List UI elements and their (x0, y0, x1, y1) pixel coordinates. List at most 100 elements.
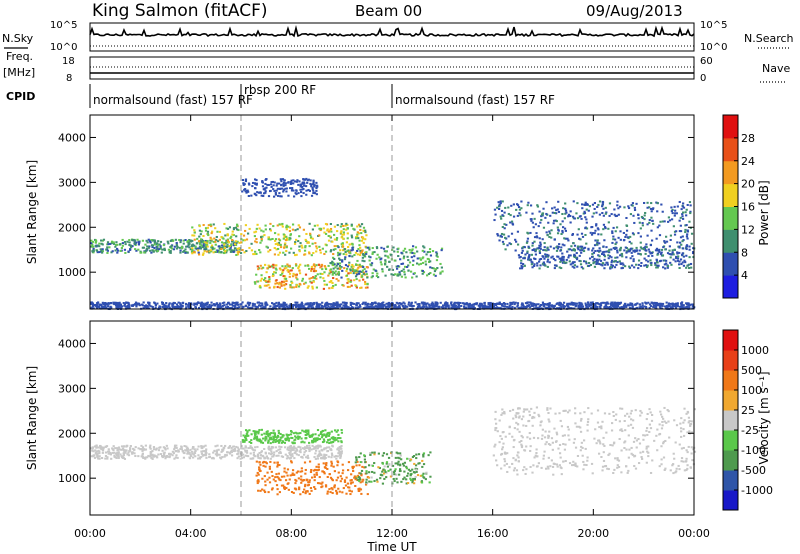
velocity-cell (194, 455, 197, 458)
power-cell (305, 232, 308, 235)
power-cell (178, 238, 181, 241)
power-cell (188, 242, 191, 245)
velocity-cell (403, 476, 406, 479)
power-cell (115, 241, 118, 244)
power-cell (602, 262, 605, 265)
power-cell (293, 304, 296, 307)
power-cell (336, 224, 339, 227)
power-cell (248, 246, 251, 249)
power-cell (284, 277, 287, 280)
velocity-cell (247, 447, 250, 450)
velocity-cell (258, 468, 261, 471)
power-cell (655, 247, 659, 250)
power-cell (557, 228, 560, 231)
power-cell (225, 303, 228, 306)
power-cell (331, 260, 334, 263)
power-cell (257, 268, 260, 271)
power-cell (649, 252, 652, 255)
power-cell (97, 301, 100, 304)
power-cell (605, 250, 608, 253)
velocity-cell (303, 453, 306, 456)
power-cell (371, 272, 374, 275)
power-cell (656, 264, 659, 267)
power-cell (529, 258, 532, 261)
power-cell (92, 251, 95, 254)
power-cell (369, 303, 372, 306)
power-cell (215, 302, 218, 305)
power-cell (363, 273, 367, 276)
power-cell (271, 237, 274, 240)
velocity-cell (236, 457, 239, 460)
power-cell (678, 260, 681, 263)
power-cell (98, 245, 101, 248)
power-cell (254, 282, 257, 285)
power-cell (561, 229, 564, 232)
freq-label: Freq. (6, 50, 33, 63)
power-cell (353, 279, 356, 282)
power-cell (354, 251, 358, 254)
power-cell (667, 304, 670, 307)
power-cell (388, 302, 391, 305)
power-cell (633, 206, 636, 209)
power-cell (213, 247, 216, 250)
power-cell (624, 246, 627, 249)
power-cell (268, 286, 271, 289)
velocity-cell (222, 448, 225, 451)
power-cell (501, 200, 504, 203)
power-cell (564, 202, 567, 205)
velocity-cell (306, 478, 309, 481)
power-cell (368, 248, 371, 251)
power-cell (303, 282, 306, 285)
power-cell (529, 218, 532, 221)
power-cell (560, 259, 563, 262)
power-cell (670, 206, 673, 209)
power-cell (351, 246, 354, 249)
power-cell (455, 301, 458, 304)
power-cell (643, 264, 646, 267)
power-cell (148, 240, 152, 243)
power-cell (354, 284, 357, 287)
power-cell (395, 306, 398, 309)
power-cell (611, 232, 614, 235)
power-cell (547, 306, 551, 309)
power-cell (578, 254, 581, 257)
power-cell (362, 241, 365, 244)
power-cell (530, 253, 533, 256)
power-cell (324, 268, 328, 271)
power-cell (527, 256, 531, 259)
velocity-cell (389, 468, 392, 471)
power-cell (292, 182, 295, 185)
velocity-cell (305, 456, 308, 459)
power-cell (440, 247, 444, 250)
power-cell (409, 251, 412, 254)
power-cell (488, 306, 491, 309)
power-cell (538, 250, 541, 253)
velocity-cell (397, 456, 400, 459)
velocity-cell (115, 454, 119, 457)
power-cell (435, 252, 439, 255)
velocity-cell (286, 468, 290, 471)
power-cell (530, 263, 533, 266)
power-cell (393, 305, 396, 308)
power-cell (346, 278, 349, 281)
velocity-cell (293, 451, 296, 454)
power-cell (356, 225, 359, 228)
power-cell (583, 212, 587, 215)
power-cell (539, 305, 542, 308)
velocity-cell (295, 479, 298, 482)
velocity-cell (279, 448, 282, 451)
power-cell (235, 240, 238, 243)
power-cell (112, 302, 115, 305)
power-cell (144, 305, 147, 308)
power-cell (397, 255, 400, 258)
power-cell (655, 201, 658, 204)
power-cell (406, 305, 409, 308)
velocity-cell (383, 469, 387, 472)
power-cell (141, 304, 144, 307)
power-cell (591, 252, 594, 255)
power-cell (156, 242, 159, 245)
power-cell (168, 303, 171, 306)
power-cell (391, 303, 394, 306)
velocity-cell (107, 448, 110, 451)
power-cell (614, 238, 617, 241)
